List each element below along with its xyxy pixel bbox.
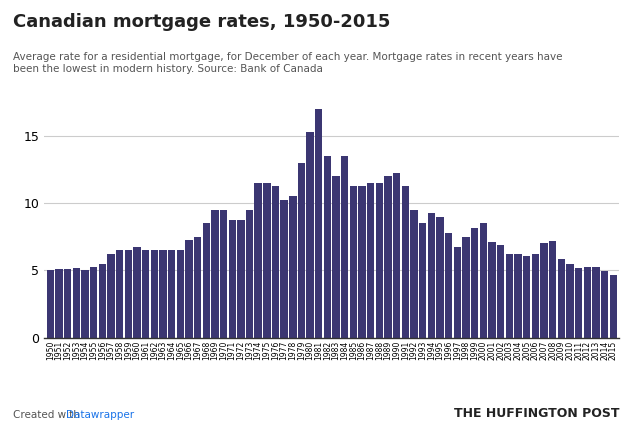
Bar	[220, 210, 228, 338]
Bar	[246, 210, 253, 338]
Bar	[150, 250, 158, 338]
Bar	[133, 247, 140, 338]
Bar	[324, 156, 331, 338]
Bar	[454, 247, 461, 338]
Bar	[532, 254, 539, 338]
Bar	[229, 220, 236, 338]
Bar	[99, 264, 106, 338]
Bar	[419, 223, 427, 338]
Bar	[557, 259, 565, 338]
Bar	[349, 186, 357, 338]
Text: Average rate for a residential mortgage, for December of each year. Mortgage rat: Average rate for a residential mortgage,…	[13, 52, 562, 74]
Bar	[73, 268, 80, 338]
Bar	[168, 250, 175, 338]
Bar	[549, 241, 556, 338]
Bar	[90, 267, 97, 338]
Bar	[540, 243, 548, 338]
Bar	[263, 183, 270, 338]
Bar	[107, 254, 114, 338]
Bar	[575, 268, 582, 338]
Bar	[298, 163, 305, 338]
Bar	[523, 255, 530, 338]
Bar	[376, 183, 383, 338]
Bar	[471, 228, 478, 338]
Bar	[211, 210, 219, 338]
Bar	[307, 132, 314, 338]
Bar	[159, 250, 167, 338]
Bar	[358, 186, 366, 338]
Bar	[393, 173, 401, 338]
Bar	[332, 176, 340, 338]
Text: Canadian mortgage rates, 1950-2015: Canadian mortgage rates, 1950-2015	[13, 13, 390, 31]
Bar	[506, 254, 513, 338]
Bar	[601, 271, 609, 338]
Bar	[489, 242, 495, 338]
Bar	[445, 233, 453, 338]
Bar	[55, 269, 63, 338]
Bar	[237, 220, 245, 338]
Bar	[47, 270, 54, 338]
Text: Created with: Created with	[13, 410, 83, 420]
Bar	[610, 275, 617, 338]
Bar	[428, 213, 435, 338]
Text: THE HUFFINGTON POST: THE HUFFINGTON POST	[454, 407, 619, 420]
Bar	[402, 186, 409, 338]
Bar	[592, 267, 600, 338]
Bar	[566, 265, 574, 338]
Bar	[341, 156, 348, 338]
Bar	[514, 254, 521, 338]
Bar	[583, 267, 591, 338]
Bar	[384, 176, 392, 338]
Bar	[64, 269, 71, 338]
Bar	[289, 196, 296, 338]
Bar	[255, 183, 262, 338]
Bar	[82, 270, 88, 338]
Bar	[202, 223, 210, 338]
Bar	[497, 246, 504, 338]
Bar	[125, 250, 132, 338]
Bar	[367, 183, 374, 338]
Bar	[194, 237, 201, 338]
Bar	[142, 250, 149, 338]
Bar	[480, 223, 487, 338]
Bar	[436, 216, 444, 338]
Bar	[116, 250, 123, 338]
Bar	[176, 250, 184, 338]
Bar	[281, 200, 288, 338]
Bar	[185, 240, 193, 338]
Bar	[315, 109, 322, 338]
Bar	[410, 210, 418, 338]
Text: Datawrapper: Datawrapper	[66, 410, 135, 420]
Bar	[463, 237, 470, 338]
Bar	[272, 186, 279, 338]
